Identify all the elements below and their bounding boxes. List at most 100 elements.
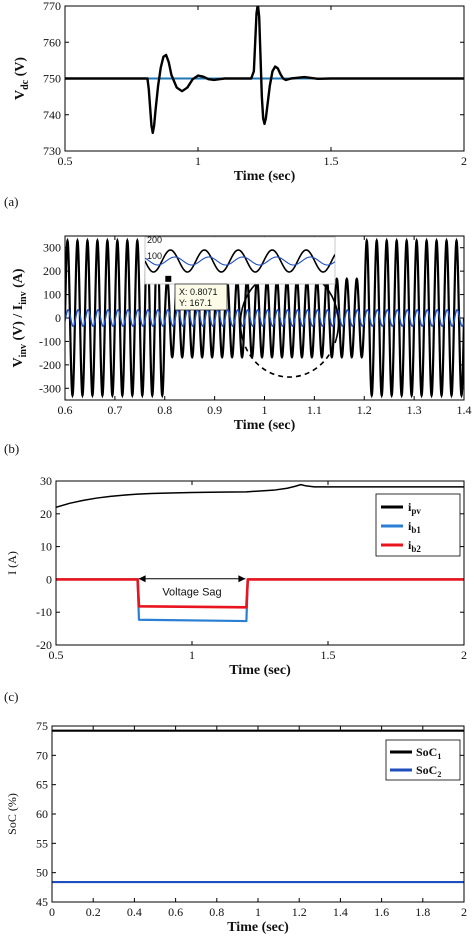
x-tick-label: 1.4 (457, 403, 472, 417)
legend-name: i (408, 538, 412, 552)
y-tick-label: 75 (36, 719, 48, 733)
y-tick-label: 730 (43, 144, 61, 158)
y-tick-label: 0 (46, 572, 52, 586)
datatip-x: X: 0.8071 (179, 287, 218, 297)
legend-name-sub: pv (411, 506, 421, 516)
x-tick-label: 1.2 (357, 403, 372, 417)
x-axis-label: Time (sec) (234, 169, 296, 184)
y-tick-label: 50 (36, 866, 48, 880)
x-tick-label: 0 (49, 905, 55, 919)
x-tick-label: 2 (461, 648, 467, 662)
datatip-box (174, 283, 228, 311)
series-line-0 (56, 483, 464, 508)
x-tick-label: 0.2 (86, 905, 101, 919)
panel-b: 0.6 0.7 0.8 0.9 1 1.1 1.2 1.3 1.4 -300 -200 -100 0 10… (4, 235, 472, 456)
datatip-marker (165, 275, 172, 282)
y-tick-label: 30 (40, 474, 52, 488)
legend-entry: ipv (408, 500, 421, 516)
y-tick-label: 300 (43, 241, 61, 255)
legend-box (385, 739, 461, 781)
y-tick-label: -20 (36, 638, 52, 652)
x-tick-label: 0.4 (127, 905, 142, 919)
y-label-main: V (11, 357, 26, 367)
y-tick-label: 750 (43, 72, 61, 86)
zoom-circle-dashed (241, 338, 338, 378)
x-tick-label: 1.5 (321, 648, 336, 662)
plot-frame (64, 5, 465, 152)
inset-tick-label: 200 (147, 235, 162, 245)
legend-name: SoC (416, 763, 437, 777)
y-axis-label: I (A) (5, 551, 19, 575)
sag-annotation: Voltage Sag (162, 587, 221, 599)
legend-name-sub: b2 (411, 544, 421, 554)
y-tick-label: 10 (40, 540, 52, 554)
legend-name: i (408, 500, 412, 514)
x-tick-label: 1 (189, 648, 195, 662)
inset-tick-label: 100 (147, 251, 162, 261)
y-tick-label: 770 (43, 0, 61, 13)
x-tick-label: 0.6 (58, 403, 73, 417)
legend-name: i (408, 519, 412, 533)
sag-arrow-head-left (138, 575, 146, 583)
y-tick-label: -200 (39, 358, 61, 372)
series-line-2 (56, 578, 464, 609)
x-tick-label: 1 (262, 403, 268, 417)
inset-voltage (145, 249, 335, 273)
x-axis-label: Time (sec) (229, 663, 291, 678)
y-tick-label: 0 (55, 311, 61, 325)
x-tick-label: 1.8 (415, 905, 430, 919)
legend-entry: SoC2 (416, 763, 441, 779)
panel-caption: (b) (4, 441, 19, 456)
x-tick-label: 2 (461, 905, 467, 919)
sag-arrow-head-right (238, 575, 246, 583)
panel-caption: (c) (4, 689, 18, 704)
x-tick-label: 0.5 (58, 154, 73, 168)
plot-frame (64, 235, 465, 401)
y-tick-label: -100 (39, 334, 61, 348)
x-tick-label: 0.5 (49, 648, 64, 662)
legend-entry: ib1 (408, 519, 421, 535)
panel-a: 0.5 1 1.5 2 730 740 750 760 770 Time (sec) Vdc (V)… (4, 0, 467, 209)
datatip-y: Y: 167.1 (179, 298, 212, 308)
y-label-unit: (A) (11, 268, 26, 291)
y-label-sub: inv (18, 344, 29, 357)
inset-current (145, 256, 335, 266)
legend-name-sub: 2 (437, 770, 441, 779)
y-axis-label: Vdc (V) (13, 57, 31, 100)
y-tick-label: 100 (43, 288, 61, 302)
x-tick-label: 1.4 (333, 905, 348, 919)
x-tick-label: 2 (461, 154, 467, 168)
x-tick-label: 1.1 (307, 403, 322, 417)
x-tick-label: 1 (195, 154, 201, 168)
x-tick-label: 1 (255, 905, 261, 919)
y-tick-label: 65 (36, 778, 48, 792)
x-tick-label: 0.8 (209, 905, 224, 919)
x-axis-label: Time (sec) (227, 920, 289, 935)
y-tick-label: 20 (40, 507, 52, 521)
x-tick-label: 1.3 (407, 403, 422, 417)
x-axis-label: Time (sec) (234, 418, 296, 433)
y-tick-label: 55 (36, 836, 48, 850)
legend-name-sub: b1 (411, 525, 421, 535)
y-tick-label: 45 (36, 895, 48, 909)
x-tick-label: 0.8 (157, 403, 172, 417)
current-waveform (65, 309, 464, 327)
series-line-1 (65, 6, 464, 135)
y-label-sub: dc (20, 79, 31, 90)
series-line-1 (56, 578, 464, 623)
plot-frame (51, 725, 465, 903)
y-tick-label: 200 (43, 264, 61, 278)
y-tick-label: 70 (36, 748, 48, 762)
x-tick-label: 0.9 (207, 403, 222, 417)
plot-frame (55, 480, 465, 646)
y-tick-label: 740 (43, 108, 61, 122)
legend-entry: SoC1 (416, 745, 441, 761)
y-tick-label: 60 (36, 807, 48, 821)
y-label-main: V (13, 90, 28, 100)
inset-box (144, 236, 336, 285)
y-label-unit: (V) (13, 57, 28, 80)
legend-name: SoC (416, 745, 437, 759)
y-axis-label: Vinv (V) / Iinv (A) (11, 268, 29, 367)
panel-caption: (a) (4, 194, 18, 209)
